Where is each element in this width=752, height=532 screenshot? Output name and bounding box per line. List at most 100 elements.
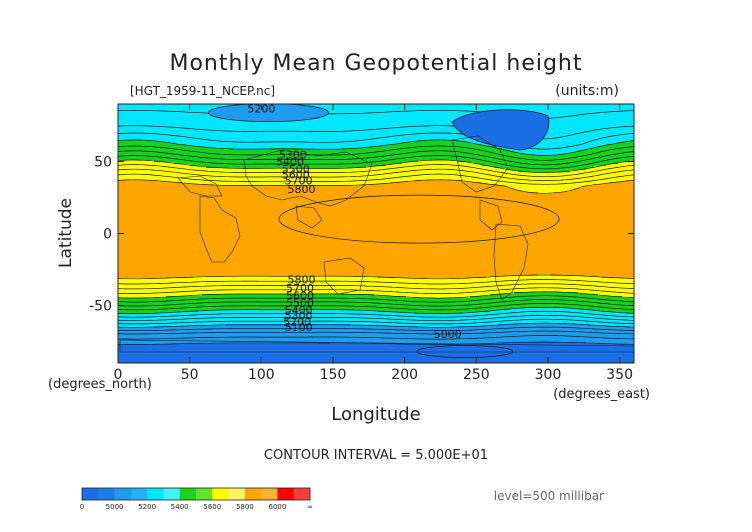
field-cell bbox=[294, 146, 299, 149]
field-cell bbox=[170, 132, 175, 135]
field-cell bbox=[190, 126, 195, 129]
field-cell bbox=[538, 104, 543, 107]
field-cell bbox=[154, 130, 159, 133]
field-cell bbox=[594, 134, 599, 137]
field-cell bbox=[298, 142, 303, 145]
field-cell bbox=[430, 136, 435, 139]
field-cell bbox=[190, 128, 195, 131]
field-cell bbox=[158, 134, 163, 137]
field-cell bbox=[170, 120, 175, 123]
field-cell bbox=[578, 136, 583, 139]
field-cell bbox=[418, 118, 423, 121]
field-cell bbox=[630, 144, 634, 147]
field-cell bbox=[326, 136, 331, 139]
field-cell bbox=[526, 152, 531, 155]
field-cell bbox=[234, 146, 239, 149]
field-cell bbox=[578, 152, 583, 155]
field-cell bbox=[490, 108, 495, 111]
field-cell bbox=[370, 132, 375, 135]
field-cell bbox=[138, 118, 143, 121]
field-cell bbox=[594, 138, 599, 141]
field-cell bbox=[318, 120, 323, 123]
field-cell bbox=[534, 152, 539, 155]
field-cell bbox=[346, 134, 351, 137]
field-cell bbox=[298, 134, 303, 137]
field-cell bbox=[626, 130, 631, 133]
field-cell bbox=[118, 144, 123, 147]
field-cell bbox=[234, 142, 239, 145]
field-cell bbox=[338, 114, 343, 117]
field-cell bbox=[582, 112, 587, 115]
field-cell bbox=[198, 126, 203, 129]
field-cell bbox=[214, 124, 219, 127]
field-cell bbox=[326, 104, 331, 107]
field-cell bbox=[202, 116, 207, 119]
field-cell bbox=[246, 144, 251, 147]
field-cell bbox=[438, 140, 443, 143]
field-cell bbox=[438, 144, 443, 147]
field-cell bbox=[186, 138, 191, 141]
field-cell bbox=[526, 108, 531, 111]
field-cell bbox=[566, 106, 571, 109]
field-cell bbox=[402, 136, 407, 139]
field-cell bbox=[186, 120, 191, 123]
field-cell bbox=[550, 152, 555, 155]
field-cell bbox=[330, 108, 335, 111]
field-cell bbox=[366, 132, 371, 135]
field-cell bbox=[446, 146, 451, 149]
field-cell bbox=[134, 118, 139, 121]
field-cell bbox=[426, 114, 431, 117]
field-cell bbox=[590, 130, 595, 133]
field-cell bbox=[546, 146, 551, 149]
field-cell bbox=[426, 118, 431, 121]
field-cell bbox=[446, 104, 451, 107]
field-cell bbox=[606, 104, 611, 107]
field-cell bbox=[406, 144, 411, 147]
field-cell bbox=[434, 126, 439, 129]
field-cell bbox=[314, 124, 319, 127]
field-cell bbox=[334, 118, 339, 121]
field-cell bbox=[562, 116, 567, 119]
field-cell bbox=[602, 112, 607, 115]
field-cell bbox=[598, 144, 603, 147]
field-cell bbox=[350, 150, 355, 153]
field-cell bbox=[254, 138, 259, 141]
field-cell bbox=[626, 134, 631, 137]
field-cell bbox=[150, 116, 155, 119]
field-cell bbox=[558, 126, 563, 129]
field-cell bbox=[130, 104, 135, 107]
field-cell bbox=[146, 144, 151, 147]
field-cell bbox=[410, 126, 415, 129]
field-cell bbox=[342, 138, 347, 141]
field-cell bbox=[130, 118, 135, 121]
field-cell bbox=[206, 128, 211, 131]
field-cell bbox=[558, 148, 563, 151]
field-cell bbox=[570, 128, 575, 131]
field-cell bbox=[162, 124, 167, 127]
field-cell bbox=[374, 152, 379, 155]
field-cell bbox=[294, 132, 299, 135]
field-cell bbox=[262, 140, 267, 143]
field-cell bbox=[354, 144, 359, 147]
field-cell bbox=[446, 142, 451, 145]
field-cell bbox=[198, 124, 203, 127]
field-cell bbox=[462, 114, 467, 117]
field-cell bbox=[166, 106, 171, 109]
field-cell bbox=[234, 124, 239, 127]
field-cell bbox=[174, 106, 179, 109]
field-cell bbox=[294, 134, 299, 137]
field-cell bbox=[166, 120, 171, 123]
field-cell bbox=[418, 140, 423, 143]
field-cell bbox=[614, 140, 619, 143]
field-cell bbox=[398, 150, 403, 153]
field-cell bbox=[546, 142, 551, 145]
field-cell bbox=[550, 140, 555, 143]
field-cell bbox=[626, 126, 631, 129]
field-cell bbox=[402, 138, 407, 141]
field-cell bbox=[262, 154, 267, 157]
field-cell bbox=[546, 110, 551, 113]
field-cell bbox=[298, 146, 303, 149]
field-cell bbox=[334, 120, 339, 123]
field-cell bbox=[222, 134, 227, 137]
field-cell bbox=[278, 150, 283, 153]
